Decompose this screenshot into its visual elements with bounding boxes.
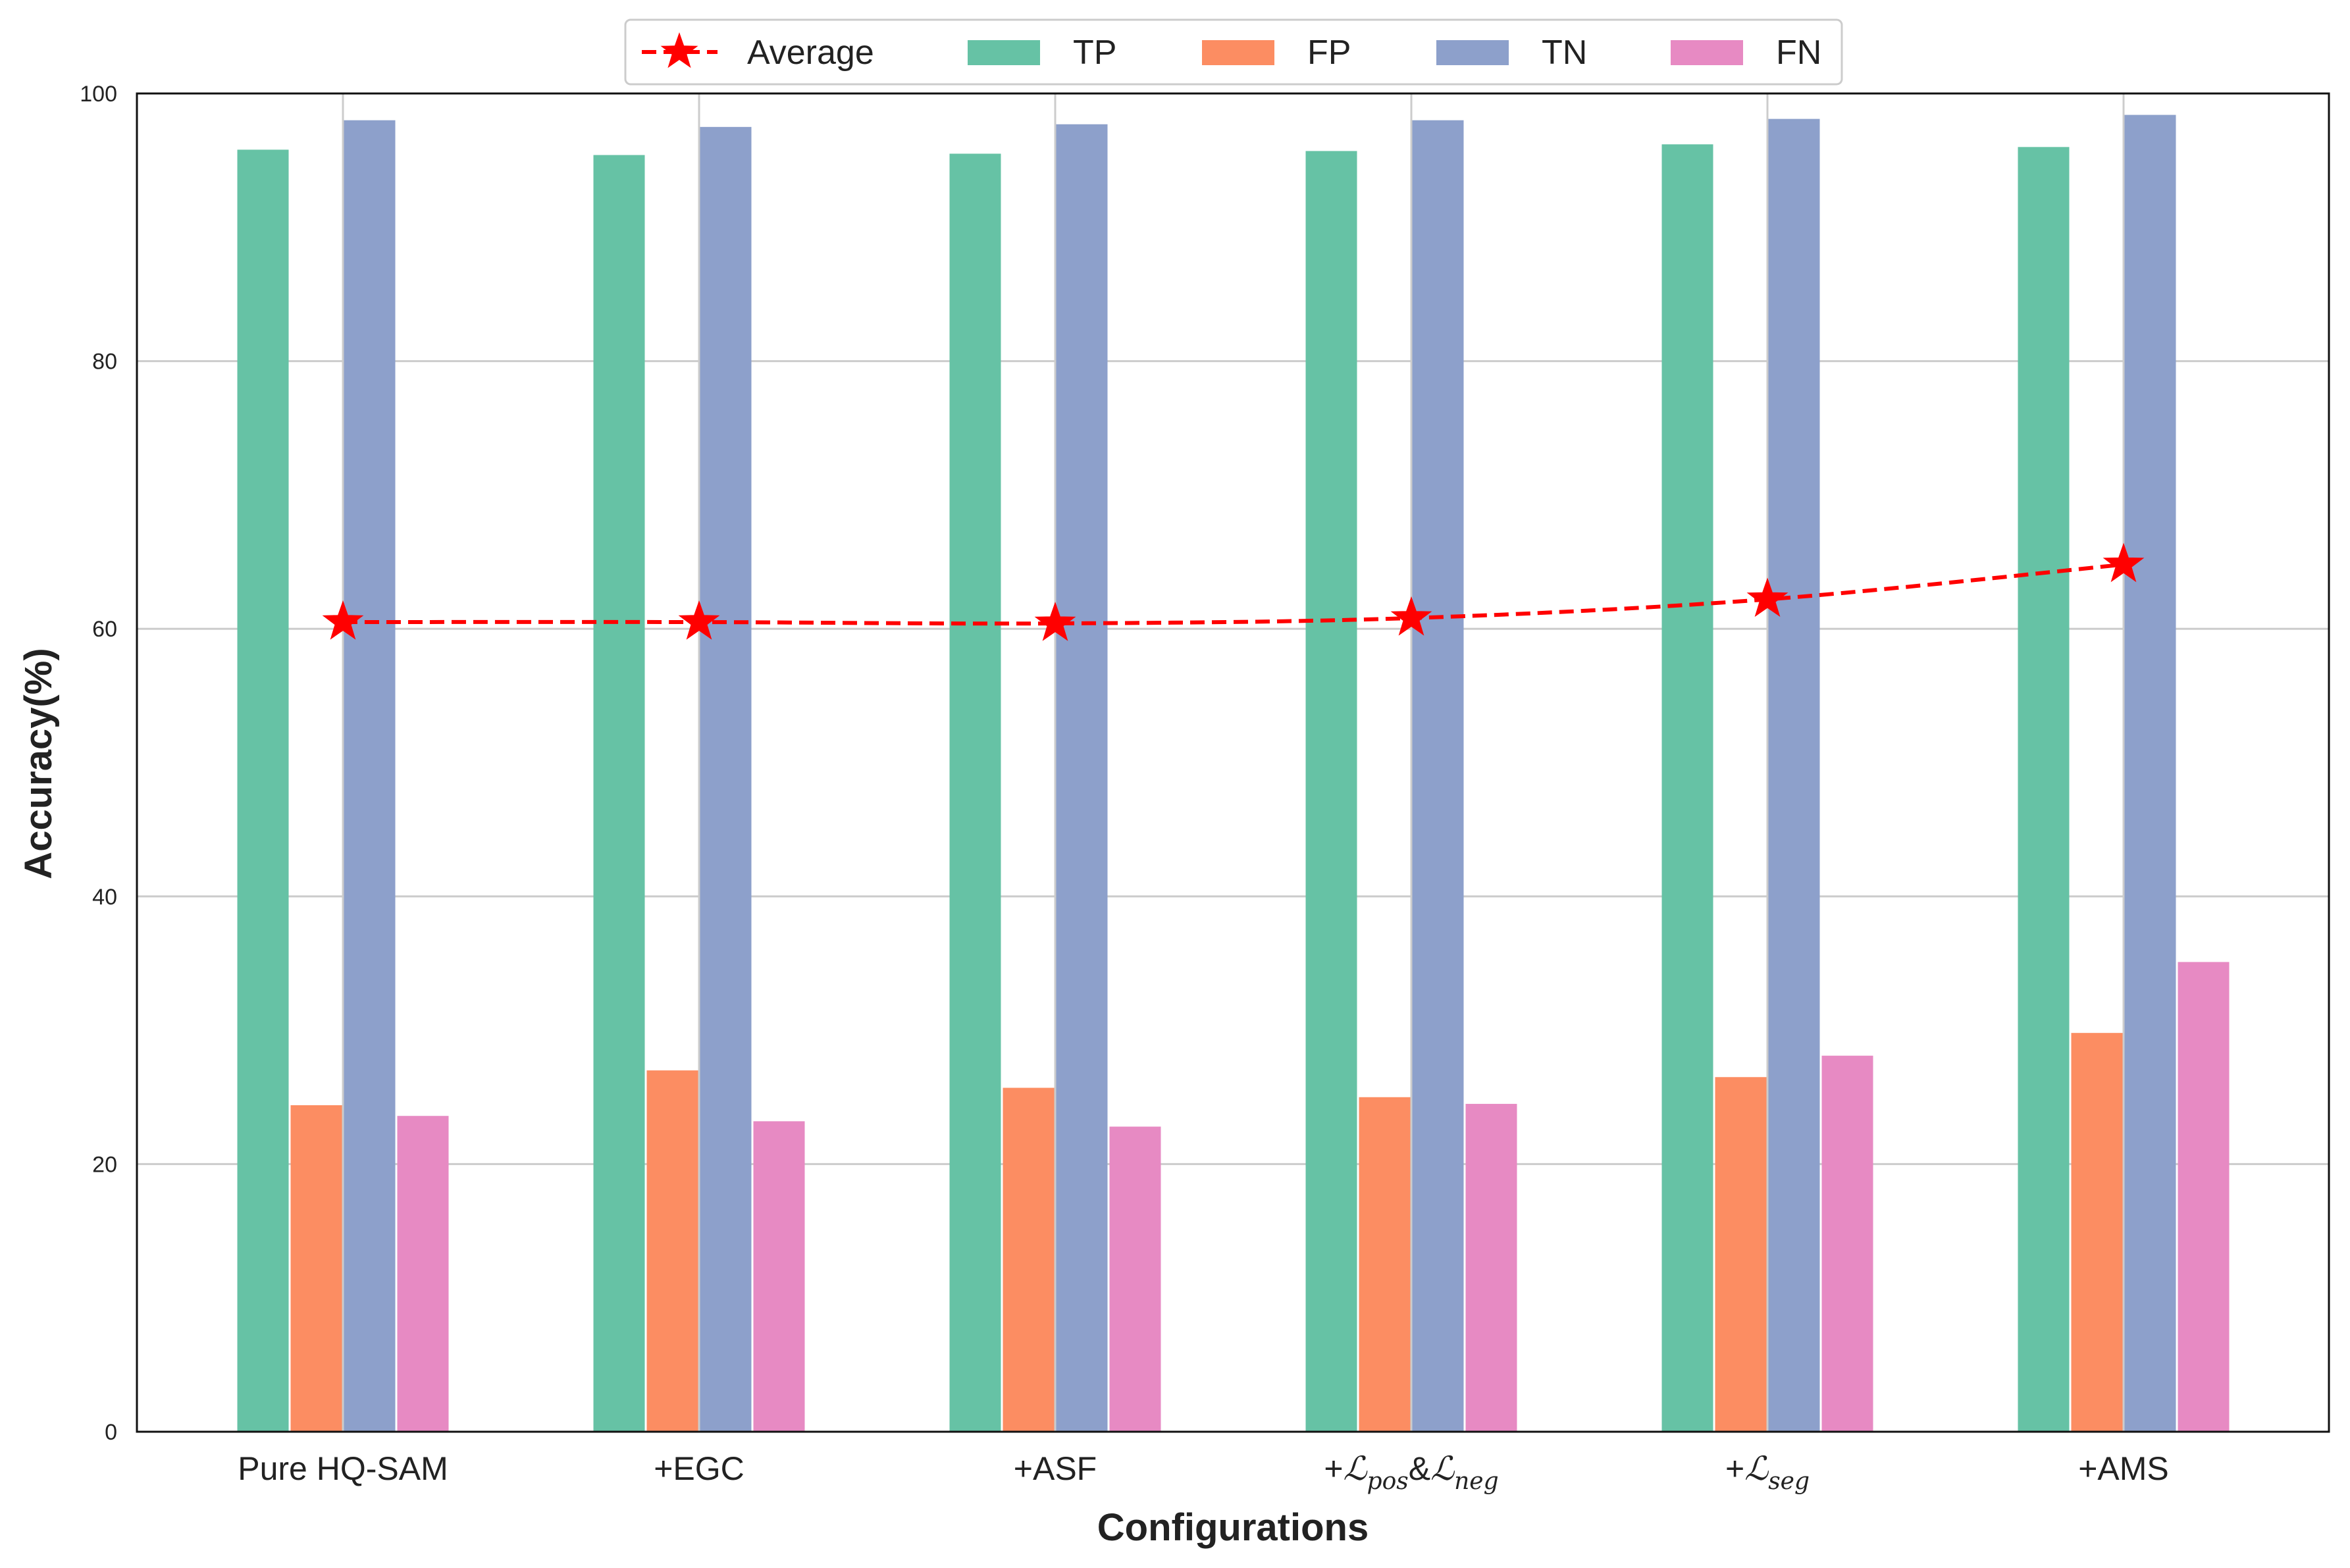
x-tick-label: +ℒpos&ℒneg	[1324, 1450, 1498, 1495]
y-tick-label: 20	[92, 1152, 117, 1177]
bar-fn	[1821, 1055, 1873, 1432]
x-axis-title: Configurations	[1097, 1506, 1369, 1549]
average-marker	[1034, 602, 1076, 641]
y-tick-label: 60	[92, 617, 117, 642]
x-tick-label: +ℒseg	[1725, 1450, 1810, 1495]
bars	[237, 115, 2230, 1432]
bar-tp	[2018, 147, 2070, 1432]
bar-tn	[700, 126, 752, 1432]
bar-tn	[1768, 118, 1820, 1432]
y-tick-label: 100	[80, 82, 117, 107]
legend-tp-swatch	[968, 40, 1040, 65]
bar-tn	[2124, 115, 2176, 1432]
bar-fp	[646, 1070, 698, 1432]
bar-tn	[344, 120, 396, 1432]
average-marker	[2102, 542, 2145, 583]
y-tick-label: 0	[105, 1420, 117, 1445]
bar-fn	[2178, 962, 2230, 1432]
x-tick-label: +AMS	[2078, 1450, 2169, 1487]
legend-fp-swatch	[1202, 40, 1274, 65]
bar-fn	[753, 1121, 805, 1432]
bar-tp	[1661, 144, 1713, 1432]
legend-fn-swatch	[1671, 40, 1743, 65]
legend-label-tp: TP	[1073, 34, 1116, 72]
bar-tp	[593, 155, 645, 1432]
bar-fp	[2071, 1033, 2123, 1432]
bar-fn	[1109, 1126, 1161, 1432]
legend-tn-swatch	[1436, 40, 1509, 65]
legend: Average TP FP TN FN	[624, 18, 1843, 86]
bar-fp	[1003, 1087, 1055, 1432]
axes: 0 20 40 60 80 100 Pure HQ-SAM +EGC +ASF +ℒpos&ℒne…	[80, 82, 2330, 1495]
bar-tp	[949, 153, 1001, 1432]
legend-average-marker	[660, 32, 698, 68]
legend-label-fn: FN	[1776, 34, 1821, 72]
bar-tn	[1412, 120, 1464, 1432]
average-marker	[1746, 577, 1789, 617]
bar-fn	[397, 1116, 449, 1432]
bar-fn	[1465, 1103, 1517, 1432]
bar-tp	[237, 149, 289, 1432]
y-axis-title: Accuracy(%)	[17, 648, 60, 879]
y-tick-label: 80	[92, 350, 117, 375]
average-marker	[322, 600, 364, 640]
y-tick-label: 40	[92, 885, 117, 910]
x-tick-label: +EGC	[654, 1450, 744, 1487]
bar-fp	[290, 1105, 342, 1432]
legend-label-average: Average	[747, 34, 874, 72]
average-line-series	[322, 542, 2145, 641]
bar-fp	[1359, 1097, 1411, 1432]
legend-label-fp: FP	[1307, 34, 1351, 72]
bar-fp	[1715, 1077, 1767, 1432]
bar-tn	[1056, 124, 1108, 1432]
x-tick-label: +ASF	[1014, 1450, 1097, 1487]
legend-label-tn: TN	[1542, 34, 1587, 72]
average-line	[342, 562, 2124, 626]
bar-tp	[1305, 151, 1357, 1432]
average-marker	[678, 600, 720, 640]
x-tick-label: Pure HQ-SAM	[238, 1450, 448, 1487]
average-marker	[1390, 596, 1432, 636]
grid-lines	[137, 92, 2329, 1433]
plot-frame	[136, 92, 2330, 1433]
